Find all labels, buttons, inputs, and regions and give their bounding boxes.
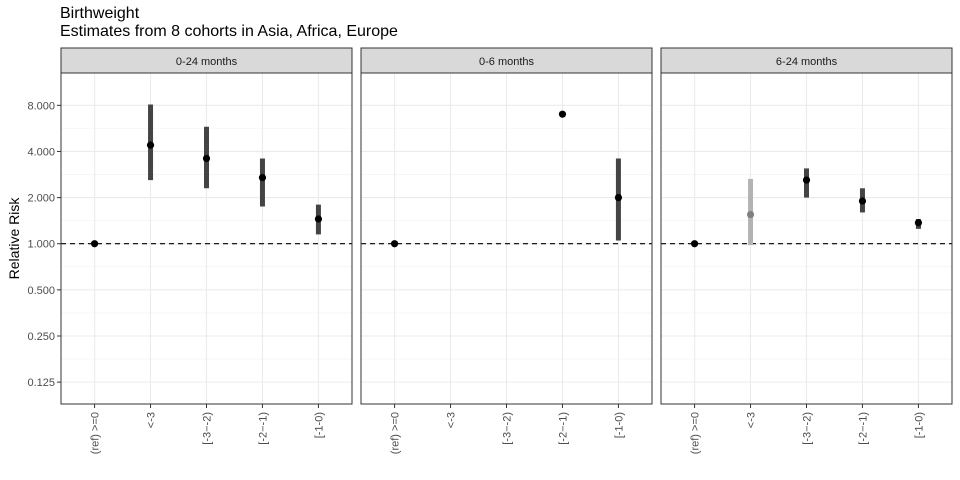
x-tick-label: [-1-0) bbox=[913, 412, 925, 438]
data-point bbox=[802, 176, 811, 184]
x-tick-label: [-1-0) bbox=[313, 412, 325, 438]
facet-strip-label: 0-6 months bbox=[479, 56, 535, 68]
x-tick-label: [-2−-1) bbox=[257, 412, 269, 445]
y-tick-label: 1.000 bbox=[27, 239, 55, 251]
data-point bbox=[258, 174, 267, 182]
data-point bbox=[314, 215, 323, 223]
x-tick-label: (ref) >=0 bbox=[690, 412, 702, 454]
x-tick-label: [-1-0) bbox=[613, 412, 625, 438]
x-tick-label: [-3−-2) bbox=[802, 412, 814, 445]
data-point bbox=[90, 240, 99, 248]
y-tick-label: 0.500 bbox=[27, 285, 55, 297]
y-tick-label: 0.250 bbox=[27, 331, 55, 343]
data-point bbox=[858, 197, 867, 205]
data-point bbox=[390, 240, 399, 248]
chart-title: Birthweight bbox=[60, 5, 140, 22]
facet-strip bbox=[60, 47, 353, 74]
y-tick-label: 8.000 bbox=[27, 100, 55, 112]
y-tick-label: 4.000 bbox=[27, 146, 55, 158]
data-point bbox=[690, 240, 699, 248]
facet-strip-label: 6-24 months bbox=[776, 56, 838, 68]
data-point bbox=[614, 193, 623, 202]
data-point bbox=[914, 219, 923, 227]
x-tick-label: <-3 bbox=[446, 412, 458, 428]
facet-strip-label: 0-24 months bbox=[176, 56, 238, 68]
x-tick-label: [-2−-1) bbox=[857, 412, 869, 445]
facet-strip bbox=[360, 47, 653, 74]
x-tick-label: (ref) >=0 bbox=[390, 412, 402, 454]
data-point bbox=[558, 110, 567, 118]
x-tick-label: [-2−-1) bbox=[557, 412, 569, 445]
chart-subtitle: Estimates from 8 cohorts in Asia, Africa… bbox=[60, 23, 398, 40]
facet-strip bbox=[660, 47, 953, 74]
y-tick-label: 2.000 bbox=[27, 193, 55, 205]
y-tick-label: 0.125 bbox=[27, 377, 55, 389]
data-point bbox=[202, 154, 211, 163]
x-tick-label: (ref) >=0 bbox=[90, 412, 102, 454]
x-tick-label: <-3 bbox=[146, 412, 158, 428]
x-tick-label: <-3 bbox=[746, 412, 758, 428]
x-tick-label: [-3−-2) bbox=[502, 412, 514, 445]
data-point bbox=[146, 141, 155, 149]
x-tick-label: [-3−-2) bbox=[202, 412, 214, 445]
data-point bbox=[746, 210, 755, 219]
y-axis-title: Relative Risk bbox=[6, 197, 22, 280]
